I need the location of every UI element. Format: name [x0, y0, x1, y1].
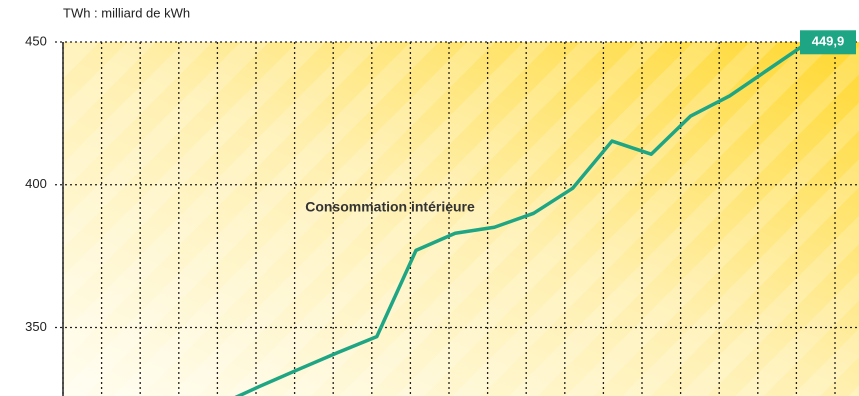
value-label-box — [800, 30, 856, 55]
value-label: 449,9 — [812, 34, 845, 49]
plot-stripes — [63, 42, 859, 396]
y-axis-label: TWh : milliard de kWh — [63, 5, 190, 20]
y-tick-label: 450 — [25, 33, 47, 48]
y-tick-label: 350 — [25, 319, 47, 334]
plot-area — [234, 40, 809, 396]
annotation: Consommation intérieure — [305, 199, 475, 215]
y-tick-label: 400 — [25, 176, 47, 191]
series-line — [234, 40, 809, 396]
